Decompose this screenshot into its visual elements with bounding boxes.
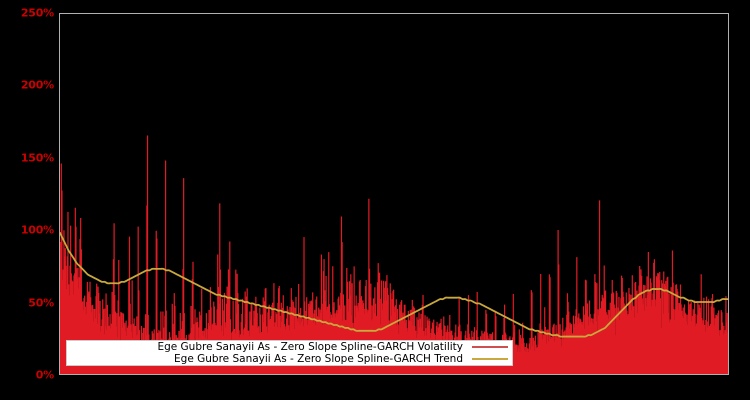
trend-series [60, 231, 728, 338]
legend-swatch-volatility [472, 346, 508, 348]
volatility-series [60, 135, 728, 374]
plot-clip [60, 14, 728, 374]
legend-entry-trend: Ege Gubre Sanayii As - Zero Slope Spline… [67, 353, 512, 365]
y-axis-tick-label: 50% [28, 296, 54, 310]
y-axis-tick-label: 100% [20, 223, 54, 237]
legend-label-volatility: Ege Gubre Sanayii As - Zero Slope Spline… [157, 341, 463, 353]
legend-swatch-trend [472, 358, 508, 360]
y-axis-tick-label: 250% [20, 6, 54, 20]
y-axis-tick-label: 0% [35, 368, 54, 382]
y-axis: 0% 50% 100% 150% 200% 250% [0, 0, 54, 400]
legend-label-trend: Ege Gubre Sanayii As - Zero Slope Spline… [174, 353, 463, 365]
chart-legend: Ege Gubre Sanayii As - Zero Slope Spline… [66, 340, 513, 366]
plot-area [59, 13, 729, 375]
chart-canvas [60, 135, 728, 374]
y-axis-tick-label: 150% [20, 151, 54, 165]
y-axis-tick-label: 200% [20, 78, 54, 92]
legend-entry-volatility: Ege Gubre Sanayii As - Zero Slope Spline… [67, 341, 512, 353]
